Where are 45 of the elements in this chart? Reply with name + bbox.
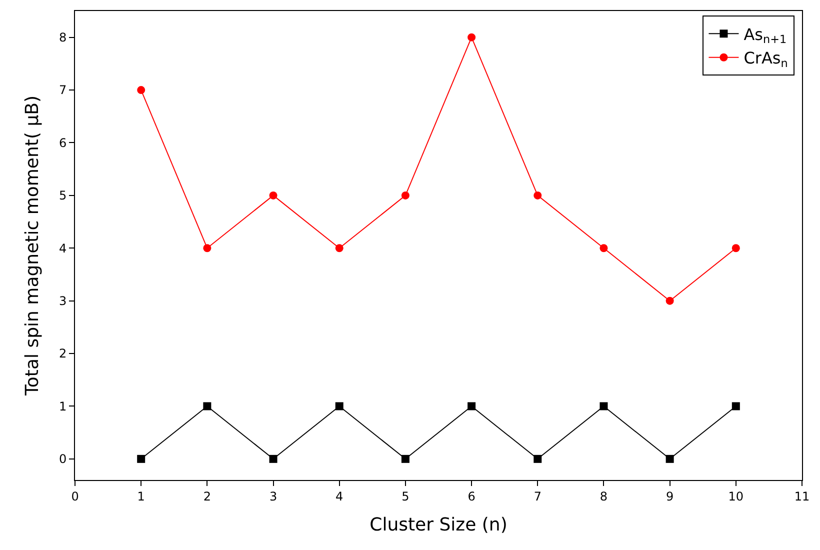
- x-tick-label: 9: [666, 489, 674, 504]
- y-axis-title: Total spin magnetic moment( μB): [22, 95, 44, 397]
- y-tick-label: 0: [58, 452, 67, 466]
- y-tick-label: 3: [58, 294, 67, 308]
- x-tick-label: 7: [534, 489, 542, 504]
- y-tick-label: 2: [58, 346, 67, 361]
- point: [203, 402, 212, 410]
- point: [732, 244, 740, 252]
- point: [335, 244, 344, 252]
- x-tick-label: 6: [468, 489, 476, 504]
- x-tick-label: 4: [336, 489, 344, 504]
- point: [269, 454, 278, 463]
- point: [137, 454, 146, 463]
- y-tick-label: 7: [58, 83, 67, 98]
- point: [468, 33, 476, 42]
- point: [732, 402, 740, 410]
- point: [534, 191, 542, 200]
- point: [666, 454, 674, 463]
- point: [600, 244, 608, 252]
- point: [269, 191, 278, 200]
- x-tick-label: 11: [794, 489, 810, 504]
- point: [600, 402, 608, 410]
- point: [468, 402, 476, 410]
- point: [534, 454, 542, 463]
- y-tick-label: 4: [58, 241, 67, 256]
- point: [666, 296, 674, 305]
- y-tick-label: 6: [58, 136, 67, 150]
- x-tick-label: 10: [728, 489, 744, 504]
- legend-label: CrAs$_{n}$: [744, 48, 788, 70]
- x-tick-label: 3: [269, 489, 278, 504]
- x-axis-title: Cluster Size (n): [370, 514, 508, 536]
- point: [401, 454, 410, 463]
- y-tick-label: 1: [58, 399, 67, 414]
- x-tick-label: 0: [71, 489, 79, 504]
- point: [137, 86, 146, 94]
- y-tick-label: 5: [58, 188, 67, 203]
- point: [401, 191, 410, 200]
- point: [203, 244, 212, 252]
- legend-label: As$_{n+1}$: [744, 24, 787, 46]
- x-tick-label: 1: [137, 489, 145, 504]
- x-tick-label: 5: [402, 489, 410, 504]
- x-tick-label: 2: [203, 489, 211, 504]
- point: [335, 402, 344, 410]
- y-tick-label: 8: [58, 30, 67, 45]
- x-tick-label: 8: [600, 489, 608, 504]
